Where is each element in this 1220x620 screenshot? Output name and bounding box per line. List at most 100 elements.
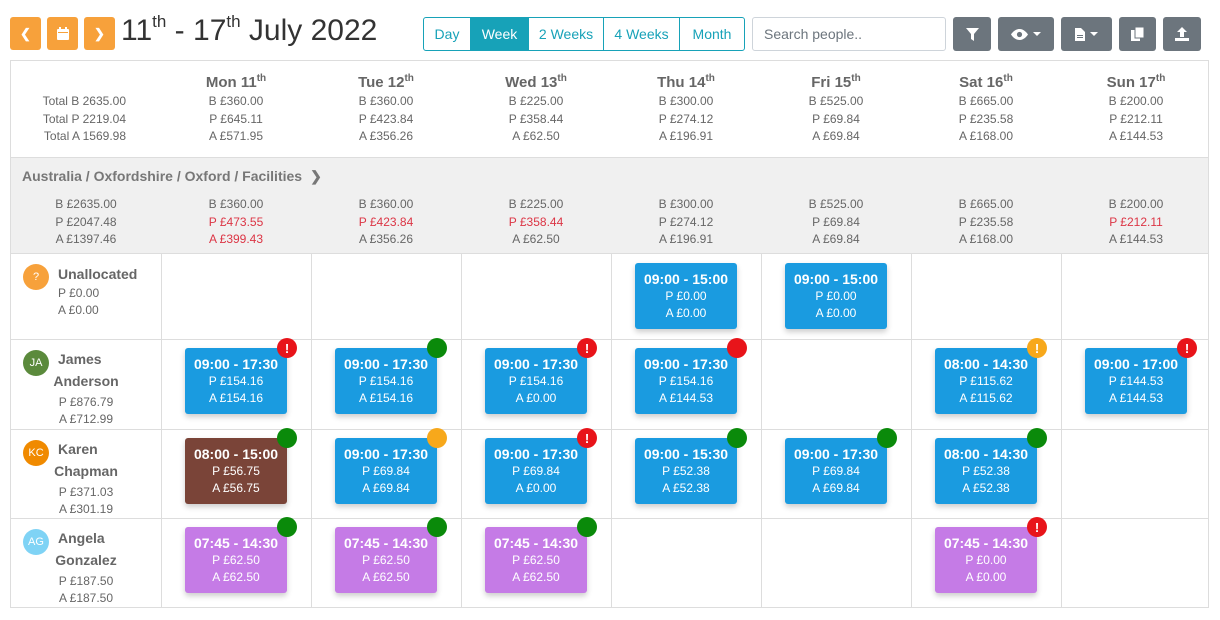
schedule-cell[interactable] — [611, 254, 761, 339]
shift-actual: A £144.53 — [658, 391, 714, 405]
shift-card[interactable]: 08:00 - 14:30 P £52.38 A £52.38 — [935, 438, 1037, 504]
location-breadcrumb[interactable]: Australia / Oxfordshire / Oxford / Facil… — [22, 168, 322, 184]
shift-time: 08:00 - 14:30 — [943, 446, 1029, 462]
shift-card[interactable]: 07:45 - 14:30 P £62.50 A £62.50 — [335, 527, 437, 593]
shift-card[interactable]: 08:00 - 15:00 P £56.75 A £56.75 — [185, 438, 287, 504]
shift-card[interactable]: 07:45 - 14:30 P £62.50 A £62.50 — [185, 527, 287, 593]
calendar-button[interactable] — [47, 17, 78, 50]
shift-time: 09:00 - 15:30 — [643, 446, 729, 462]
group-day-totals: B £300.00 P £274.12 A £196.91 — [658, 197, 714, 246]
person-last-name[interactable]: Chapman — [54, 463, 118, 479]
publish-button[interactable] — [1163, 17, 1201, 51]
filter-button[interactable] — [953, 17, 991, 51]
day-name[interactable]: Fri 15th — [811, 73, 861, 91]
shift-card[interactable]: 09:00 - 15:00 P £0.00 A £0.00 — [635, 263, 737, 329]
schedule-cell[interactable] — [911, 430, 1061, 518]
shift-card[interactable]: 09:00 - 17:30 P £154.16 A £0.00 — [485, 348, 587, 414]
export-dropdown-button[interactable] — [1061, 17, 1112, 51]
shift-card[interactable]: 09:00 - 15:00 P £0.00 A £0.00 — [785, 263, 887, 329]
day-column-header: Fri 15th B £525.00 P £69.84 A £69.84 — [761, 61, 911, 146]
shift-planned: P £0.00 — [965, 553, 1007, 567]
shift-actual: A £69.84 — [812, 481, 860, 495]
shift-actual: A £62.50 — [212, 570, 260, 584]
person-last-name[interactable]: Gonzalez — [55, 552, 117, 568]
schedule-cell[interactable] — [911, 254, 1061, 339]
schedule-cell[interactable] — [311, 430, 461, 518]
shift-actual: A £0.00 — [515, 391, 557, 405]
shift-card[interactable]: 09:00 - 17:30 P £69.84 A £0.00 — [485, 438, 587, 504]
view-day-button[interactable]: Day — [424, 18, 471, 50]
day-actual: A £62.50 — [512, 129, 560, 143]
shift-card[interactable]: 09:00 - 17:30 P £69.84 A £69.84 — [335, 438, 437, 504]
shift-card[interactable]: 08:00 - 14:30 P £115.62 A £115.62 — [935, 348, 1037, 414]
previous-week-button[interactable]: ❮ — [10, 17, 41, 50]
view-month-button[interactable]: Month — [692, 26, 732, 42]
avatar: JA — [23, 350, 49, 376]
person-first-name[interactable]: Karen — [58, 441, 98, 457]
schedule-cell[interactable] — [611, 340, 761, 429]
person-first-name[interactable]: James — [58, 351, 102, 367]
schedule-cell[interactable] — [1061, 430, 1211, 518]
shift-card[interactable]: 09:00 - 17:30 P £154.16 A £154.16 — [335, 348, 437, 414]
schedule-cell[interactable] — [311, 254, 461, 339]
shift-time: 07:45 - 14:30 — [943, 535, 1029, 551]
schedule-cell[interactable] — [1061, 340, 1211, 429]
caret-down-icon — [1090, 32, 1098, 36]
view-week-button[interactable]: Week — [471, 18, 529, 50]
shift-planned: P £0.00 — [815, 289, 857, 303]
shift-card[interactable]: 09:00 - 17:30 P £69.84 A £69.84 — [785, 438, 887, 504]
day-name[interactable]: Mon 11th — [205, 73, 267, 91]
shift-card[interactable]: 09:00 - 17:30 P £154.16 A £144.53 — [635, 348, 737, 414]
person-last-name[interactable]: Anderson — [53, 373, 119, 389]
day-planned: P £423.84 — [358, 111, 414, 126]
status-dot-icon — [277, 428, 297, 448]
shift-time: 09:00 - 17:30 — [193, 356, 279, 372]
schedule-cell[interactable] — [461, 519, 611, 607]
shift-card[interactable]: 07:45 - 14:30 P £0.00 A £0.00 — [935, 527, 1037, 593]
person-first-name[interactable]: Angela — [58, 530, 105, 546]
visibility-dropdown-button[interactable] — [998, 17, 1054, 51]
schedule-cell[interactable] — [161, 430, 311, 518]
schedule-cell[interactable] — [311, 519, 461, 607]
schedule-cell[interactable] — [611, 430, 761, 518]
schedule-cell[interactable] — [161, 519, 311, 607]
shift-card[interactable]: 07:45 - 14:30 P £62.50 A £62.50 — [485, 527, 587, 593]
status-dot-icon — [727, 338, 747, 358]
shift-card[interactable]: 09:00 - 17:00 P £144.53 A £144.53 — [1085, 348, 1187, 414]
view-4-weeks-button[interactable]: 4 Weeks — [604, 18, 680, 50]
day-name[interactable]: Tue 12th — [358, 73, 414, 91]
day-name[interactable]: Wed 13th — [505, 73, 567, 91]
day-name[interactable]: Sun 17th — [1106, 73, 1166, 91]
schedule-cell[interactable] — [761, 430, 911, 518]
schedule-cell[interactable] — [761, 519, 911, 607]
schedule-cell[interactable] — [161, 340, 311, 429]
day-budget: B £300.00 — [658, 94, 714, 108]
schedule-cell[interactable] — [161, 254, 311, 339]
schedule-cell[interactable] — [461, 254, 611, 339]
view-2-weeks-button[interactable]: 2 Weeks — [529, 18, 604, 50]
day-name[interactable]: Thu 14th — [657, 73, 715, 91]
shift-card[interactable]: 09:00 - 15:30 P £52.38 A £52.38 — [635, 438, 737, 504]
day-name[interactable]: Sat 16th — [959, 73, 1013, 91]
schedule-cell[interactable] — [1061, 519, 1211, 607]
copy-button[interactable] — [1119, 17, 1156, 51]
alert-icon: ! — [277, 338, 297, 358]
schedule-cell[interactable] — [911, 519, 1061, 607]
person-name[interactable]: Unallocated — [58, 266, 138, 282]
schedule-cell[interactable] — [1061, 254, 1211, 339]
schedule-cell[interactable] — [461, 430, 611, 518]
toolbar: ❮ ❯ 11th - 17th July 2022 Day Week 2 Wee… — [0, 0, 1220, 60]
day-actual: A £168.00 — [958, 129, 1014, 143]
schedule-cell[interactable] — [311, 340, 461, 429]
schedule-cell[interactable] — [911, 340, 1061, 429]
shift-planned: P £69.84 — [812, 464, 860, 478]
person-totals: P £876.79 A £712.99 — [58, 395, 114, 426]
shift-card[interactable]: 09:00 - 17:30 P £154.16 A £154.16 — [185, 348, 287, 414]
schedule-cell[interactable] — [611, 519, 761, 607]
next-week-button[interactable]: ❯ — [84, 17, 115, 50]
schedule-cell[interactable] — [461, 340, 611, 429]
status-dot-icon — [877, 428, 897, 448]
schedule-cell[interactable] — [761, 254, 911, 339]
schedule-cell[interactable] — [761, 340, 911, 429]
search-people-input[interactable] — [752, 17, 946, 51]
